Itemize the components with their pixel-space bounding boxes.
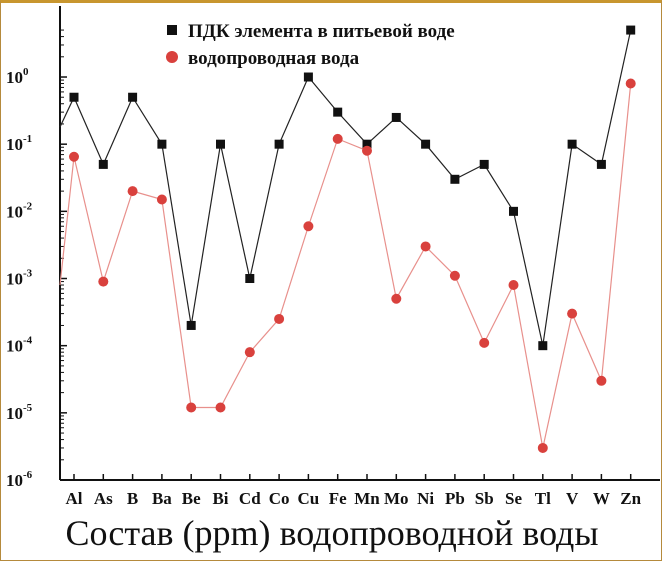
y-tick-label: 10-6 (6, 469, 33, 490)
series-1-point (362, 139, 372, 149)
series-lines (59, 29, 632, 449)
x-category-label: Pb (445, 489, 465, 508)
y-tick-exponent: -5 (23, 402, 33, 414)
x-category-label: As (94, 489, 113, 508)
y-tick-exponent: -4 (23, 335, 33, 347)
y-tick-label: 10-1 (6, 133, 32, 154)
series-2-point (508, 280, 519, 291)
x-category-label: V (566, 489, 579, 508)
x-category-labels: Al As B Ba Be Bi Cd Co Cu Fe Mn Mo Ni Pb Sb Se Tl V W Zn (66, 474, 642, 508)
y-tick-exponent: 0 (23, 66, 29, 78)
axes (59, 6, 660, 481)
x-category-label: Fe (329, 489, 347, 508)
series-2-point (332, 133, 343, 144)
x-category-label: Mo (384, 489, 409, 508)
y-tick-exponent: -6 (23, 469, 33, 481)
y-tick-exponent: -2 (23, 200, 33, 212)
legend-marker-square (167, 25, 177, 35)
series-2-point (186, 402, 197, 413)
legend-label-series-1: ПДК элемента в питьевой воде (188, 21, 455, 42)
series-2-point (303, 221, 314, 232)
x-category-label: Ni (417, 489, 434, 508)
series-1-point (128, 92, 138, 102)
series-2-point (362, 145, 372, 156)
legend-marker-circle (166, 51, 178, 63)
x-category-label: Tl (535, 489, 551, 508)
y-tick-label: 10-2 (6, 200, 33, 221)
chart-svg: 10-6 10-5 10-4 10-3 10-2 10-1 100 Al As B Ba Be Bi C… (6, 6, 660, 508)
series-2-point (215, 402, 226, 413)
series-markers (69, 25, 636, 453)
series-1-point (98, 159, 108, 169)
series-2-point (420, 241, 431, 252)
x-category-label: Se (505, 489, 522, 508)
series-1-point (391, 112, 401, 122)
series-1-point (596, 159, 606, 169)
series-2-point (127, 186, 138, 197)
series-1-point (626, 25, 636, 35)
x-category-label: Al (66, 489, 83, 508)
series-1-point (186, 320, 196, 330)
series-1-point (567, 139, 577, 149)
series-1-point (157, 139, 167, 149)
series-1-point (333, 107, 343, 117)
series-1-point (274, 139, 284, 149)
y-tick-exponent: -3 (23, 268, 33, 280)
x-category-label: Zn (620, 489, 641, 508)
series-1-point (216, 139, 225, 149)
series-2-point (69, 151, 79, 162)
series-2-point (156, 194, 167, 205)
series-2-point (244, 347, 255, 358)
series-1-point (69, 92, 79, 102)
x-category-label: Mn (354, 489, 380, 508)
x-category-label: Ba (152, 489, 172, 508)
series-2-point (625, 78, 636, 89)
series-line-1 (59, 29, 632, 346)
series-2-point (98, 276, 109, 287)
legend-label-series-2: водопроводная вода (188, 48, 360, 69)
series-2-point (537, 442, 548, 453)
y-tick-label: 10-3 (6, 268, 33, 289)
series-1-point (509, 206, 518, 216)
series-1-point (479, 159, 489, 169)
x-category-label: B (127, 489, 138, 508)
series-2-point (391, 293, 402, 304)
series-2-point (274, 313, 285, 324)
series-1-point (450, 174, 460, 184)
legend: ПДК элемента в питьевой воде водопроводн… (166, 21, 455, 69)
series-2-point (596, 375, 607, 386)
y-tick-label: 10-4 (6, 335, 33, 356)
x-category-label: Co (269, 489, 290, 508)
x-axis-title: Состав (ppm) водопроводной воды (65, 513, 599, 553)
y-tick-label: 100 (6, 66, 29, 87)
x-category-label: Cd (239, 489, 261, 508)
x-category-label: W (593, 489, 610, 508)
series-2-point (567, 308, 578, 319)
series-1-point (538, 341, 548, 351)
y-ticks: 10-6 10-5 10-4 10-3 10-2 10-1 100 (6, 29, 67, 490)
series-1-point (421, 139, 431, 149)
series-2-point (479, 337, 490, 348)
x-category-label: Cu (298, 489, 320, 508)
series-1-point (303, 72, 313, 82)
series-2-point (449, 270, 460, 281)
y-tick-label: 10-5 (6, 402, 33, 423)
series-line-2 (59, 83, 632, 449)
y-tick-exponent: -1 (23, 133, 32, 145)
x-category-label: Be (182, 489, 201, 508)
series-1-point (245, 274, 255, 284)
x-category-label: Bi (212, 489, 228, 508)
x-category-label: Sb (475, 489, 494, 508)
